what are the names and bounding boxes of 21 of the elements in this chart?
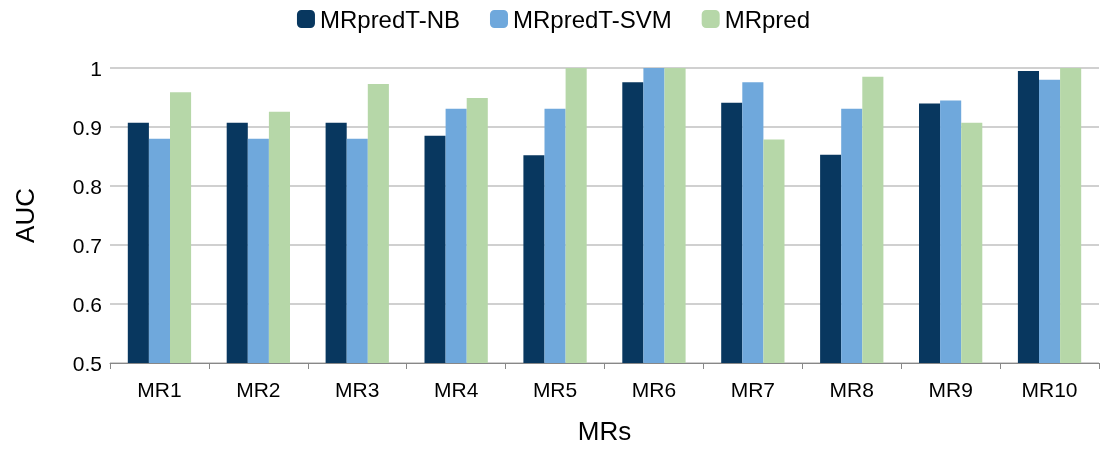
x-tick-label: MR3 [335, 378, 380, 401]
legend-label: MRpred [724, 5, 811, 33]
x-tick-label: MR1 [137, 378, 182, 401]
x-tick-label: MR7 [730, 378, 776, 401]
y-tick-label: 0.7 [72, 233, 102, 257]
y-tick-label: 0.9 [72, 115, 102, 139]
x-tick-label: MR4 [433, 378, 479, 401]
y-tick-label: 0.8 [72, 174, 102, 198]
y-tick-label: 0.6 [72, 292, 102, 316]
x-tick-label: MR5 [532, 378, 578, 401]
legend-label: MRpredT-NB [319, 5, 460, 33]
x-tick-label: MR8 [829, 378, 874, 401]
x-axis-title: MRs [577, 416, 632, 446]
x-tick-label: MR2 [236, 378, 281, 401]
y-axis-title: AUC [10, 188, 40, 243]
y-tick-label: 0.5 [72, 351, 102, 375]
x-tick-label: MR9 [928, 378, 973, 401]
legend-label: MRpredT-SVM [512, 5, 672, 33]
x-tick-label: MR6 [631, 378, 677, 401]
x-tick-label: MR10 [1021, 378, 1078, 401]
y-tick-label: 1 [90, 56, 102, 80]
